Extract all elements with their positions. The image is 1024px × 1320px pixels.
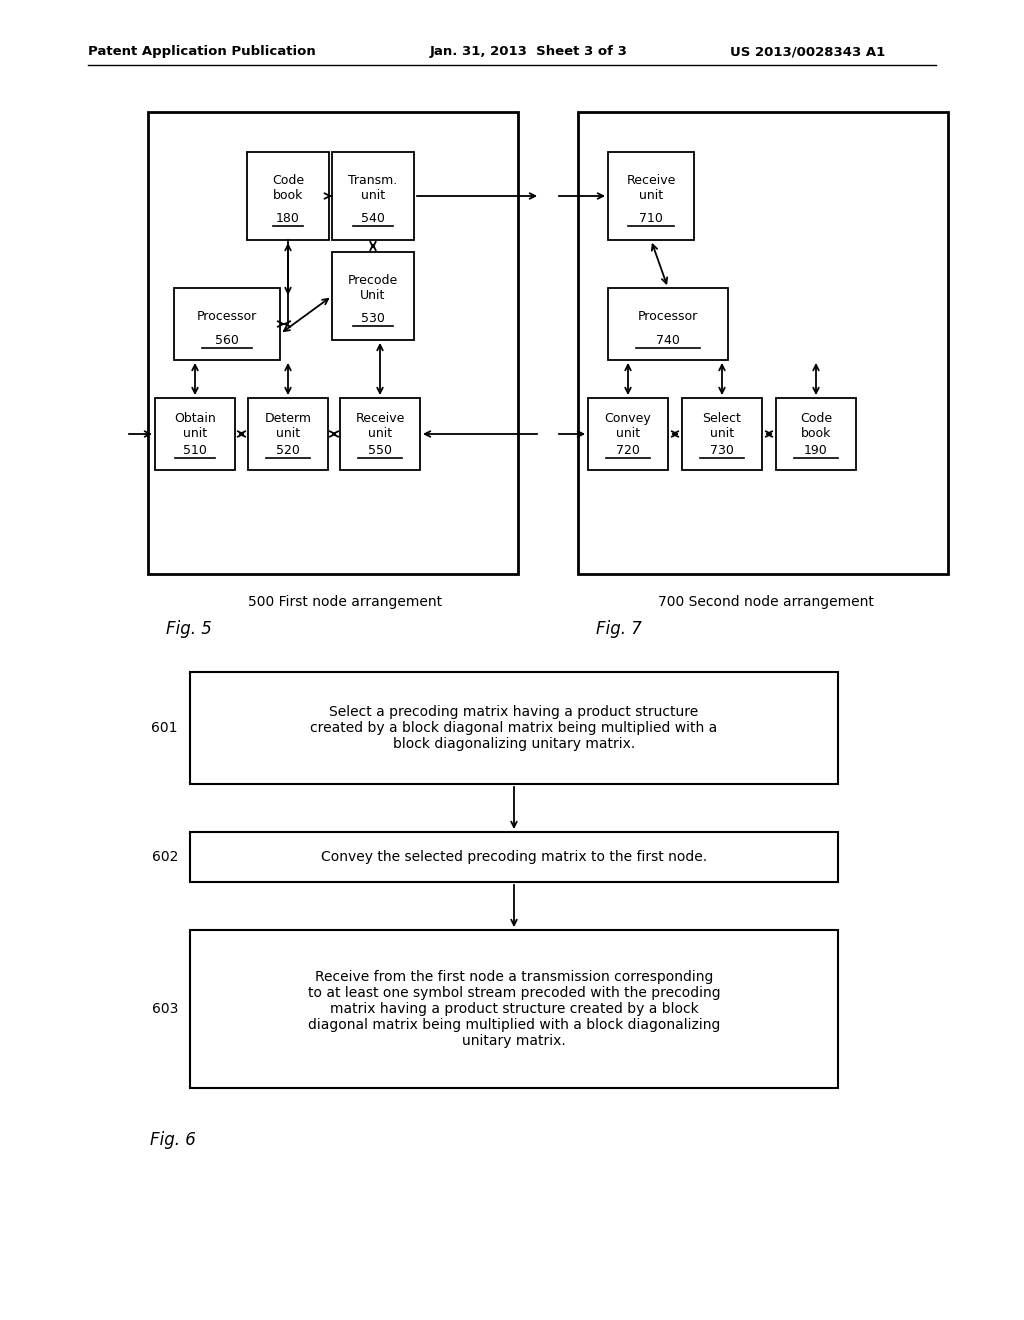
Text: Determ
unit: Determ unit: [264, 412, 311, 440]
Text: Receive from the first node a transmission corresponding
to at least one symbol : Receive from the first node a transmissi…: [307, 970, 720, 1048]
Text: Convey the selected precoding matrix to the first node.: Convey the selected precoding matrix to …: [321, 850, 707, 865]
Bar: [608, 152, 694, 240]
Bar: [332, 152, 414, 240]
Text: 540: 540: [361, 211, 385, 224]
Text: 700 Second node arrangement: 700 Second node arrangement: [658, 595, 873, 609]
Text: 190: 190: [804, 444, 827, 457]
Text: Receive
unit: Receive unit: [627, 174, 676, 202]
Text: 500 First node arrangement: 500 First node arrangement: [248, 595, 442, 609]
Text: 550: 550: [368, 444, 392, 457]
Text: 710: 710: [639, 211, 663, 224]
Bar: [608, 288, 728, 360]
Bar: [332, 252, 414, 341]
Bar: [247, 152, 329, 240]
Text: Receive
unit: Receive unit: [355, 412, 404, 440]
Text: 720: 720: [616, 444, 640, 457]
Bar: [248, 399, 328, 470]
Bar: [776, 399, 856, 470]
Text: Convey
unit: Convey unit: [604, 412, 651, 440]
Bar: [148, 112, 518, 574]
Text: 530: 530: [361, 312, 385, 325]
Bar: [340, 399, 420, 470]
Text: 602: 602: [152, 850, 178, 865]
Text: Code
book: Code book: [272, 174, 304, 202]
Text: Processor: Processor: [638, 309, 698, 322]
Text: Patent Application Publication: Patent Application Publication: [88, 45, 315, 58]
Bar: [578, 112, 948, 574]
Bar: [190, 672, 838, 784]
Text: 730: 730: [710, 444, 734, 457]
Text: Select
unit: Select unit: [702, 412, 741, 440]
Text: 180: 180: [276, 211, 300, 224]
Text: Processor: Processor: [197, 309, 257, 322]
Text: Fig. 6: Fig. 6: [150, 1131, 196, 1148]
Bar: [588, 399, 668, 470]
Text: 601: 601: [152, 721, 178, 735]
Text: 740: 740: [656, 334, 680, 346]
Text: Fig. 7: Fig. 7: [596, 620, 642, 638]
Text: US 2013/0028343 A1: US 2013/0028343 A1: [730, 45, 886, 58]
Text: Obtain
unit: Obtain unit: [174, 412, 216, 440]
Text: 603: 603: [152, 1002, 178, 1016]
Bar: [682, 399, 762, 470]
Bar: [190, 832, 838, 882]
Bar: [155, 399, 234, 470]
Text: Select a precoding matrix having a product structure
created by a block diagonal: Select a precoding matrix having a produ…: [310, 705, 718, 751]
Text: Code
book: Code book: [800, 412, 833, 440]
Bar: [174, 288, 280, 360]
Text: Fig. 5: Fig. 5: [166, 620, 212, 638]
Bar: [190, 931, 838, 1088]
Text: 520: 520: [276, 444, 300, 457]
Text: 560: 560: [215, 334, 239, 346]
Text: Precode
Unit: Precode Unit: [348, 275, 398, 302]
Text: Jan. 31, 2013  Sheet 3 of 3: Jan. 31, 2013 Sheet 3 of 3: [430, 45, 628, 58]
Text: Transm.
unit: Transm. unit: [348, 174, 397, 202]
Text: 510: 510: [183, 444, 207, 457]
